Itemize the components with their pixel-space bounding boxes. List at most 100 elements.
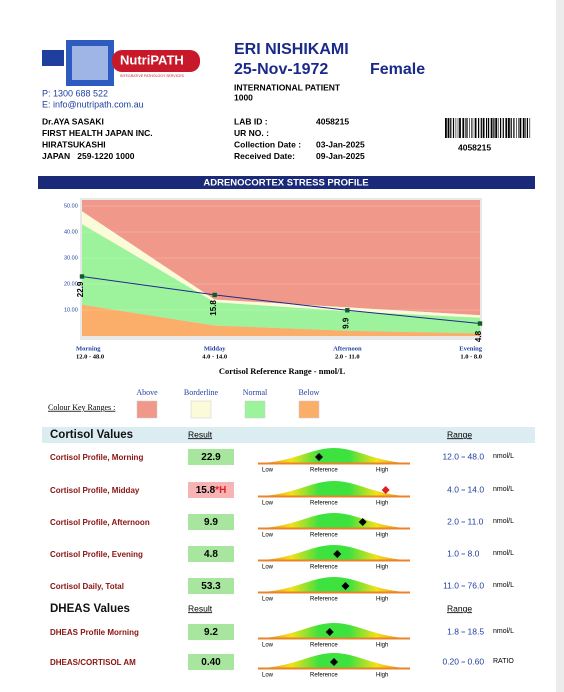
result-value: 0.40	[201, 657, 221, 668]
barcode-bar	[472, 118, 474, 138]
range-low: 2.0	[447, 516, 459, 526]
gauge-label: Low	[262, 597, 274, 603]
x-range-label: 4.0 - 14.0	[202, 353, 227, 360]
test-name: DHEAS/CORTISOL AM	[50, 658, 136, 667]
barcode-bar	[478, 118, 480, 138]
unit: nmol/L	[493, 582, 514, 589]
patient-dob: 25-Nov-1972	[234, 61, 328, 78]
result-box	[188, 624, 234, 640]
report-title: ADRENOCORTEX STRESS PROFILE	[203, 178, 368, 189]
range-low: 11.0	[443, 580, 459, 590]
barcode-bar	[457, 118, 459, 138]
x-tick-label: Afternoon	[333, 345, 362, 352]
result-number: 15.8	[196, 485, 216, 496]
x-range-label: 2.0 - 11.0	[335, 353, 360, 360]
data-point	[345, 308, 350, 313]
gauge-curve	[258, 623, 410, 639]
results: Cortisol Values Result Range Cortisol Profi…	[42, 427, 535, 679]
series-line	[81, 275, 481, 325]
barcode-bar	[486, 118, 488, 138]
barcode-bar	[452, 118, 455, 138]
range-dash	[461, 585, 465, 587]
chart: 10.00 20.00 30.00 40.00 50.00 22.9 15.8 9.9 4.8 M…	[64, 198, 483, 376]
gauge-label: Low	[262, 673, 274, 679]
test-name: Cortisol Daily, Total	[50, 582, 124, 591]
range-low: 0.20	[442, 656, 459, 666]
lab-field-value: 4058215	[316, 116, 349, 126]
barcode	[445, 118, 531, 138]
range-dash	[461, 553, 465, 555]
y-tick-label: 30.00	[64, 255, 78, 261]
lab-fields: LAB ID : 4058215 UR NO. :Collection Date :…	[234, 116, 365, 161]
barcode-bar	[474, 118, 477, 138]
gauge-label: Reference	[310, 533, 338, 539]
range-band	[82, 224, 480, 334]
barcode-bar	[513, 118, 515, 138]
data-point	[79, 274, 85, 279]
doctor-line: JAPAN 259-1220 1000	[42, 151, 135, 161]
barcode-bar	[469, 118, 470, 138]
range-high: 11.0	[468, 516, 484, 526]
range-dash	[461, 456, 465, 458]
result-box	[188, 449, 234, 465]
lab-field-label: Collection Date :	[234, 139, 301, 149]
barcode-bar	[519, 118, 522, 138]
range-high: 18.5	[468, 626, 485, 636]
barcode-bar	[450, 118, 452, 138]
unit: RATIO	[493, 658, 514, 665]
result-number: 22.9	[201, 452, 221, 463]
barcode-bar	[522, 118, 525, 138]
unit: nmol/L	[493, 486, 514, 493]
lab-field-label: UR NO. :	[234, 128, 269, 138]
data-label: 22.9	[76, 281, 85, 297]
gauge-curve	[258, 545, 410, 561]
barcode-bar	[500, 118, 502, 138]
gauge-label: Reference	[310, 643, 338, 649]
result-value: 9.2	[204, 627, 218, 638]
range-low: 1.0	[447, 548, 459, 558]
barcode-bar	[490, 118, 493, 138]
range-low: 4.0	[447, 484, 459, 494]
legend-label: Below	[299, 388, 320, 397]
barcode-number: 4058215	[458, 142, 491, 152]
logo-tagline: INTEGRATIVE PATHOLOGY SERVICES	[120, 74, 185, 78]
result-marker	[330, 658, 338, 666]
doctor-block: Dr.AYA SASAKI FIRST HEALTH JAPAN INC.HIRA…	[42, 116, 153, 161]
gauge-base	[258, 591, 410, 594]
barcode-bar	[480, 118, 482, 138]
legend-title: Colour Key Ranges :	[48, 403, 115, 412]
gauge-curve	[258, 481, 410, 497]
test-name: Cortisol Profile, Midday	[50, 486, 140, 495]
result-value: 4.8	[204, 549, 218, 560]
section-band	[42, 427, 535, 443]
barcode-bar	[502, 118, 504, 138]
legend-label: Borderline	[184, 388, 219, 397]
range-high: 14.0	[468, 484, 485, 494]
gauge-base	[258, 559, 410, 562]
range-high: 8.0	[468, 548, 480, 558]
range-heading: Range	[447, 429, 472, 439]
data-point	[477, 321, 483, 326]
result-box	[188, 578, 234, 594]
barcode-bar	[510, 118, 512, 138]
gauge-label: Reference	[310, 468, 338, 474]
result-value: 15.8*H	[196, 485, 227, 496]
test-name: DHEAS Profile Morning	[50, 628, 139, 637]
result-heading: Result	[188, 429, 213, 439]
gauge-base	[258, 495, 410, 498]
barcode-bar	[497, 118, 499, 138]
barcode-bar	[462, 118, 465, 138]
y-tick-label: 20.00	[64, 281, 78, 287]
data-label: 9.9	[341, 317, 350, 329]
range-high: 76.0	[468, 580, 485, 590]
section-title: Cortisol Values	[50, 429, 133, 441]
range-high: 0.60	[468, 656, 485, 666]
gauge-label: Low	[262, 565, 274, 571]
range-band	[82, 200, 480, 316]
gauge-curve	[258, 513, 410, 529]
gauge-curve	[258, 577, 410, 593]
phone: P: 1300 688 522	[42, 88, 108, 98]
result-number: 0.40	[201, 657, 221, 668]
